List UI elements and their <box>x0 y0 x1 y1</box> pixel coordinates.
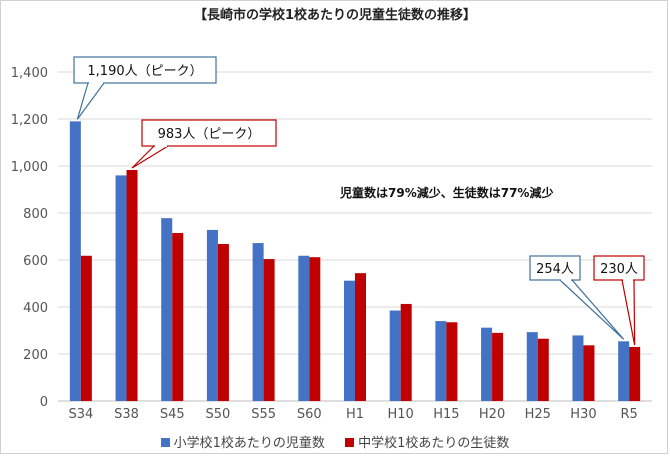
legend-swatch-red <box>345 438 355 447</box>
x-tick-label: H20 <box>479 407 505 422</box>
chart-title: 【長崎市の学校1校あたりの児童生徒数の推移】 <box>193 8 477 23</box>
bar-elementary <box>572 335 584 401</box>
x-tick-label: H15 <box>433 407 459 422</box>
bar-junior-high <box>355 273 366 401</box>
y-axis: 0 200 400 600 800 1,000 1,200 1,400 <box>11 66 48 410</box>
callout-S38-red: 983人（ピーク） <box>131 119 277 169</box>
bar-elementary <box>252 243 264 401</box>
x-tick-label: H10 <box>388 407 414 422</box>
x-tick-label: S60 <box>297 407 322 422</box>
bar-junior-high <box>446 322 458 401</box>
y-tick-label: 1,000 <box>11 160 48 175</box>
bars <box>69 121 641 401</box>
bar-elementary <box>526 332 538 401</box>
legend-label: 中学校1校あたりの生徒数 <box>358 436 510 451</box>
x-tick-label: S34 <box>68 407 93 422</box>
bar-junior-high <box>492 332 504 401</box>
callout-pointer <box>131 145 171 169</box>
bar-junior-high <box>217 244 229 401</box>
x-tick-label: S38 <box>114 407 139 422</box>
x-tick-label: S45 <box>160 407 185 422</box>
bar-junior-high <box>80 255 92 401</box>
bar-junior-high <box>583 345 595 401</box>
callout-box <box>141 119 277 147</box>
legend-item-junior-high: 中学校1校あたりの生徒数 <box>345 432 509 451</box>
callout-text: 983人（ピーク） <box>158 127 261 142</box>
x-tick-label: H30 <box>570 407 596 422</box>
callout-box <box>529 255 581 281</box>
callout-box <box>593 255 645 281</box>
callout-pointer <box>558 279 625 340</box>
y-tick-label: 400 <box>23 301 48 316</box>
y-tick-label: 1,200 <box>11 113 48 128</box>
callout-R5-blue: 254人 <box>529 255 625 340</box>
bar-junior-high <box>172 232 184 401</box>
bar-junior-high <box>263 259 275 401</box>
callout-text: 254人 <box>536 262 574 277</box>
callout-text: 1,190人（ピーク） <box>87 64 202 79</box>
summary-annotation: 児童数は79%減少、生徒数は77%減少 <box>340 186 554 200</box>
callout-text: 230人 <box>600 262 638 277</box>
bar-elementary <box>344 280 355 401</box>
bar-elementary <box>389 310 401 401</box>
x-tick-label: S55 <box>251 407 276 422</box>
y-tick-label: 0 <box>40 395 48 410</box>
y-tick-label: 1,400 <box>11 66 48 81</box>
x-tick-label: R5 <box>620 407 637 422</box>
callout-S34-blue: 1,190人（ピーク） <box>73 56 217 120</box>
bar-elementary <box>298 255 310 401</box>
bar-junior-high <box>629 346 641 401</box>
callouts: 1,190人（ピーク） 983人（ピーク） 254人 230人 <box>73 56 645 346</box>
callout-pointer <box>76 82 106 120</box>
x-tick-label: H25 <box>525 407 551 422</box>
bar-elementary <box>115 175 127 401</box>
legend-label: 小学校1校あたりの児童数 <box>173 436 325 451</box>
bar-elementary <box>206 229 218 401</box>
bar-junior-high <box>309 257 321 401</box>
x-axis: S34 S38 S45 S50 S55 S60 H1 H10 H15 H20 H25 H30 R5 <box>68 407 637 422</box>
bar-junior-high <box>537 338 549 401</box>
bar-elementary <box>481 327 493 401</box>
callout-pointer <box>621 279 636 346</box>
bar-elementary <box>618 341 630 401</box>
bar-elementary <box>69 121 81 401</box>
legend-swatch-blue <box>160 438 170 447</box>
y-tick-label: 600 <box>23 254 48 269</box>
y-tick-label: 200 <box>23 348 48 363</box>
callout-R5-red: 230人 <box>593 255 645 346</box>
bar-elementary <box>435 321 447 401</box>
callout-box <box>73 56 217 84</box>
x-tick-label: S50 <box>206 407 231 422</box>
x-tick-label: H1 <box>346 407 364 422</box>
bar-junior-high <box>400 303 412 401</box>
y-tick-label: 800 <box>23 207 48 222</box>
bar-elementary <box>161 218 173 401</box>
bar-junior-high <box>126 169 138 401</box>
legend: 小学校1校あたりの児童数 中学校1校あたりの生徒数 <box>0 432 670 451</box>
legend-item-elementary: 小学校1校あたりの児童数 <box>160 432 325 451</box>
